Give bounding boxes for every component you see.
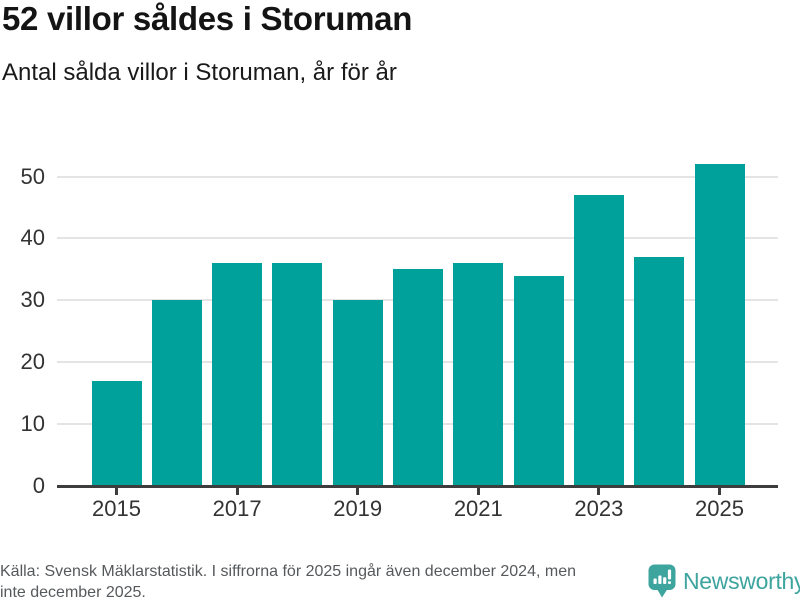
x-tick-label-2021: 2021 xyxy=(453,496,503,521)
x-tick-label-2023: 2023 xyxy=(574,496,624,521)
x-axis-line xyxy=(57,485,778,488)
newsworthy-speech-bubble-chart-icon xyxy=(648,564,676,598)
y-tick-label-40: 40 xyxy=(20,225,45,251)
newsworthy-wordmark: Newsworthy xyxy=(683,568,800,594)
y-tick-label-10: 10 xyxy=(20,411,45,437)
bar-2022 xyxy=(513,275,564,486)
x-axis-tick-2025 xyxy=(718,486,721,495)
y-tick-label-20: 20 xyxy=(20,349,45,375)
bar-2025 xyxy=(694,164,745,486)
x-axis-tick-2021 xyxy=(476,486,480,495)
chart-title: 52 villor såldes i Storuman xyxy=(2,0,413,37)
y-tick-label-50: 50 xyxy=(20,163,45,189)
bar-chart-plot-area: 0 10 20 30 40 50 2015 2017 2019 2021 2023 2025 xyxy=(20,163,778,521)
x-axis-tick-2019 xyxy=(356,486,360,495)
y-tick-label-30: 30 xyxy=(20,287,45,313)
x-tick-label-2015: 2015 xyxy=(92,496,141,521)
x-tick-label-2017: 2017 xyxy=(212,496,262,521)
bar-2024 xyxy=(634,257,685,486)
bar-2023 xyxy=(573,195,624,486)
bar-2020 xyxy=(393,269,443,486)
source-line-2: inte december 2025. xyxy=(0,584,146,601)
gridline-40 xyxy=(57,237,778,240)
x-axis-tick-2017 xyxy=(235,486,239,495)
bar-2015 xyxy=(91,380,142,486)
x-axis-tick-2023 xyxy=(597,486,601,495)
x-tick-label-2019: 2019 xyxy=(333,496,383,521)
y-tick-label-0: 0 xyxy=(32,473,45,498)
bar-2021 xyxy=(453,263,504,486)
x-axis-tick-2015 xyxy=(115,486,118,495)
newsworthy-logo: Newsworthy xyxy=(648,564,800,598)
source-note: Källa: Svensk Mäklarstatistik. I siffror… xyxy=(0,561,576,603)
bar-2017 xyxy=(212,263,263,486)
x-tick-label-2025: 2025 xyxy=(695,496,744,521)
gridline-50 xyxy=(57,175,778,178)
source-line-1: Källa: Svensk Mäklarstatistik. I siffror… xyxy=(0,563,576,580)
bar-2018 xyxy=(272,263,323,486)
chart-subtitle: Antal sålda villor i Storuman, år för år xyxy=(2,59,397,86)
bar-2016 xyxy=(151,300,202,486)
bar-2019 xyxy=(332,300,383,486)
